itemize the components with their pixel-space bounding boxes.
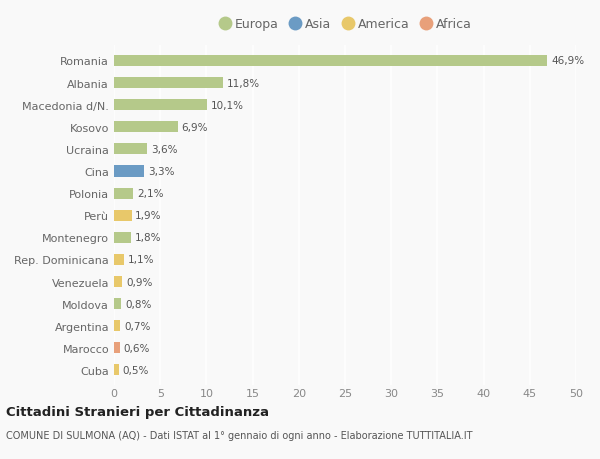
- Text: 0,7%: 0,7%: [124, 321, 151, 331]
- Text: COMUNE DI SULMONA (AQ) - Dati ISTAT al 1° gennaio di ogni anno - Elaborazione TU: COMUNE DI SULMONA (AQ) - Dati ISTAT al 1…: [6, 431, 473, 440]
- Text: 1,1%: 1,1%: [128, 255, 154, 265]
- Text: 1,8%: 1,8%: [134, 233, 161, 243]
- Text: 0,5%: 0,5%: [122, 365, 149, 375]
- Bar: [114, 276, 122, 287]
- Bar: [114, 254, 124, 265]
- Bar: [114, 298, 121, 309]
- Bar: [114, 232, 131, 243]
- Text: 0,6%: 0,6%: [123, 343, 149, 353]
- Text: 10,1%: 10,1%: [211, 101, 244, 111]
- Bar: [114, 100, 208, 111]
- Text: 6,9%: 6,9%: [181, 123, 208, 133]
- Bar: [114, 122, 178, 133]
- Bar: [114, 342, 119, 353]
- Text: 46,9%: 46,9%: [551, 56, 584, 67]
- Bar: [114, 144, 147, 155]
- Bar: [114, 320, 121, 331]
- Bar: [114, 78, 223, 89]
- Legend: Europa, Asia, America, Africa: Europa, Asia, America, Africa: [218, 18, 472, 31]
- Text: 3,6%: 3,6%: [151, 145, 178, 155]
- Text: 0,9%: 0,9%: [126, 277, 152, 287]
- Text: 2,1%: 2,1%: [137, 189, 164, 199]
- Bar: [114, 210, 131, 221]
- Bar: [114, 56, 547, 67]
- Bar: [114, 364, 119, 375]
- Bar: [114, 166, 145, 177]
- Text: 11,8%: 11,8%: [227, 78, 260, 89]
- Bar: [114, 188, 133, 199]
- Text: 0,8%: 0,8%: [125, 299, 151, 309]
- Text: 3,3%: 3,3%: [148, 167, 175, 177]
- Text: 1,9%: 1,9%: [135, 211, 162, 221]
- Text: Cittadini Stranieri per Cittadinanza: Cittadini Stranieri per Cittadinanza: [6, 405, 269, 419]
